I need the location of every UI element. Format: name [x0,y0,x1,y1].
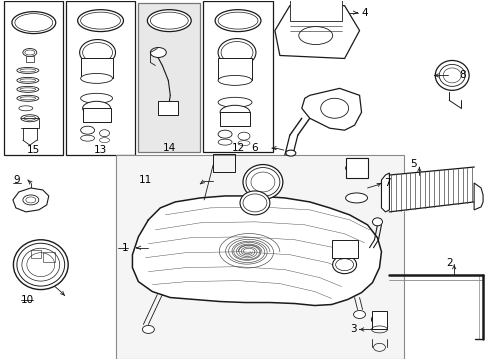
Polygon shape [132,196,382,306]
Polygon shape [382,173,390,212]
Ellipse shape [81,126,95,134]
Bar [138,3,200,152]
Polygon shape [13,188,49,212]
Bar [81,58,113,78]
Ellipse shape [333,256,357,274]
Ellipse shape [218,39,256,67]
Bar [31,250,41,258]
Ellipse shape [240,191,270,215]
Ellipse shape [150,48,166,58]
Bar [26,57,34,62]
Ellipse shape [17,86,39,92]
Ellipse shape [143,325,154,333]
Bar [371,311,388,329]
Bar [116,155,404,359]
Ellipse shape [13,240,68,289]
Bar [345,158,368,178]
Ellipse shape [83,101,111,115]
Ellipse shape [345,163,368,173]
Text: 4: 4 [362,8,368,18]
Text: 13: 13 [94,145,107,155]
Polygon shape [21,118,39,128]
Ellipse shape [21,115,39,122]
Bar [220,112,250,126]
Ellipse shape [81,93,113,103]
Text: 1: 1 [122,243,128,253]
Text: 3: 3 [350,324,357,334]
Polygon shape [275,6,360,58]
Ellipse shape [23,49,37,57]
Ellipse shape [286,150,296,156]
Bar [4,1,63,155]
Text: 15: 15 [27,145,41,155]
Ellipse shape [17,95,39,101]
Ellipse shape [435,60,469,90]
Bar [83,108,111,122]
Bar [43,252,55,262]
Ellipse shape [372,218,383,226]
Text: 9: 9 [13,175,20,185]
Text: 7: 7 [385,178,391,188]
Ellipse shape [371,314,388,325]
Text: 6: 6 [252,143,258,153]
Ellipse shape [215,10,261,32]
Ellipse shape [147,10,191,32]
Ellipse shape [218,130,232,138]
Text: 14: 14 [163,143,176,153]
Ellipse shape [17,77,39,84]
Polygon shape [474,183,483,210]
Bar [203,1,273,152]
Ellipse shape [243,165,283,199]
Text: 8: 8 [459,71,466,80]
Ellipse shape [218,97,252,107]
Bar [332,240,358,258]
Ellipse shape [17,67,39,73]
Text: 5: 5 [410,159,416,169]
Ellipse shape [12,12,56,33]
Ellipse shape [218,75,252,85]
Ellipse shape [80,40,116,66]
Ellipse shape [345,193,368,203]
Bar [66,1,135,155]
Ellipse shape [77,10,123,32]
Ellipse shape [99,130,110,137]
Ellipse shape [81,73,113,84]
Bar [218,58,252,80]
Text: 12: 12 [231,143,245,153]
Ellipse shape [19,106,33,111]
Text: 2: 2 [446,258,453,268]
Text: 11: 11 [139,175,152,185]
Ellipse shape [220,105,250,119]
Bar [290,0,342,21]
Bar [213,154,235,172]
Ellipse shape [354,310,366,319]
Bar [158,101,178,115]
Polygon shape [302,88,362,130]
Text: 10: 10 [21,294,34,305]
Ellipse shape [238,132,250,140]
